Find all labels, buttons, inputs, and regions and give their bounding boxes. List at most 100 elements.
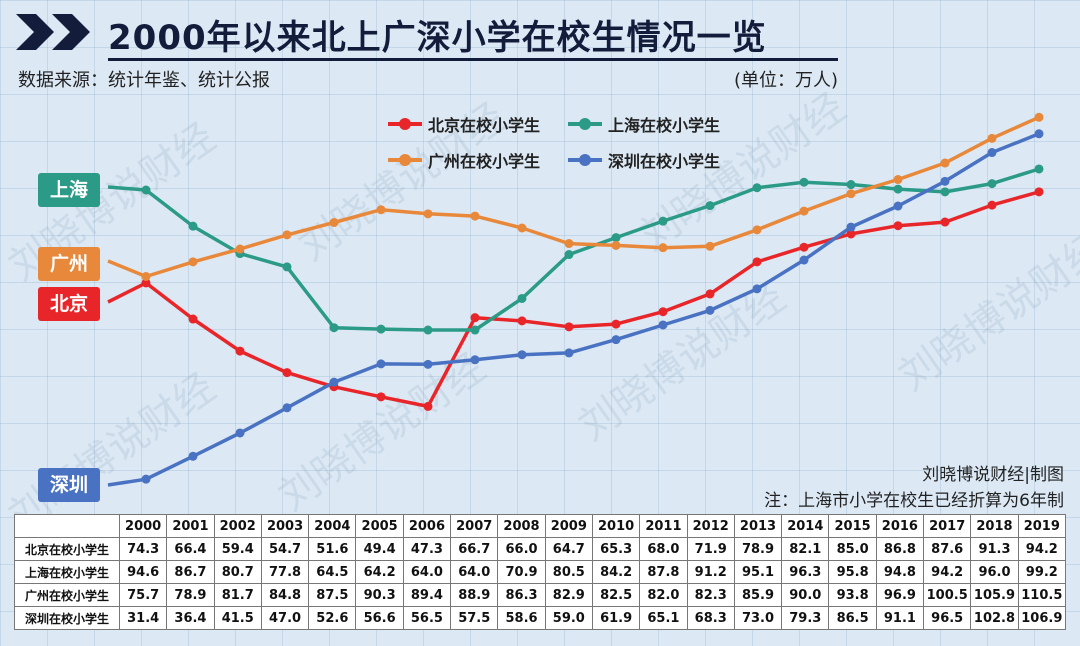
table-cell: 80.7 xyxy=(213,560,262,584)
title-underline xyxy=(108,58,838,61)
table-cell: 61.9 xyxy=(591,606,641,630)
data-point-beijing-2012 xyxy=(705,289,715,299)
data-point-shenzhen-2007 xyxy=(470,355,480,365)
data-point-beijing-2009 xyxy=(564,322,574,332)
table-header-year: 2002 xyxy=(213,514,262,538)
table-cell: 90.3 xyxy=(355,583,404,607)
table-row: 广州在校小学生 75.7 78.9 81.7 84.8 87.5 90.3 89.4 88.9 8… xyxy=(14,583,1067,607)
legend-swatch-shanghai xyxy=(568,118,602,130)
table-cell: 71.9 xyxy=(686,537,735,561)
data-point-guangzhou-2017 xyxy=(940,158,950,168)
data-point-guangzhou-2009 xyxy=(564,239,574,249)
data-point-shanghai-2011 xyxy=(658,216,668,226)
table-cell: 70.9 xyxy=(497,560,546,584)
legend-swatch-guangzhou xyxy=(388,154,422,166)
table-cell: 66.4 xyxy=(166,537,215,561)
data-point-beijing-2016 xyxy=(893,221,903,231)
data-point-guangzhou-2006 xyxy=(423,209,433,219)
table-cell: 51.6 xyxy=(308,537,357,561)
data-point-beijing-2005 xyxy=(376,392,386,402)
table-cell: 88.9 xyxy=(450,583,499,607)
data-point-shenzhen-2008 xyxy=(517,350,527,360)
data-point-guangzhou-2005 xyxy=(376,205,386,215)
data-point-shenzhen-2015 xyxy=(846,222,856,232)
tag-shanghai: 上海 xyxy=(38,173,101,207)
table-header-year: 2003 xyxy=(260,514,310,538)
data-point-beijing-2002 xyxy=(235,346,245,356)
legend-item-shanghai: 上海在校小学生 xyxy=(568,112,738,136)
table-cell: 96.0 xyxy=(970,560,1019,584)
data-point-guangzhou-2004 xyxy=(329,218,339,228)
data-point-beijing-2018 xyxy=(987,200,997,210)
data-point-shanghai-2001 xyxy=(188,221,198,231)
table-header-year: 2005 xyxy=(355,514,404,538)
table-cell: 64.5 xyxy=(308,560,357,584)
table-row-label: 深圳在校小学生 xyxy=(14,606,120,630)
data-point-shenzhen-2004 xyxy=(329,377,339,387)
table-cell: 31.4 xyxy=(118,606,168,630)
data-point-shenzhen-2017 xyxy=(940,176,950,186)
data-point-shanghai-2007 xyxy=(470,325,480,335)
table-cell: 106.9 xyxy=(1017,606,1067,630)
legend-label: 广州在校小学生 xyxy=(428,152,541,171)
table-cell: 49.4 xyxy=(355,537,404,561)
data-point-beijing-2014 xyxy=(799,242,809,252)
data-point-shanghai-2017 xyxy=(940,187,950,197)
credit-text: 刘晓博说财经|制图 xyxy=(922,465,1064,485)
data-point-guangzhou-2002 xyxy=(235,244,245,254)
data-source: 数据来源：统计年鉴、统计公报 xyxy=(18,70,270,91)
footnote: 注：上海市小学在校生已经折算为6年制 xyxy=(764,491,1064,511)
table-cell: 82.9 xyxy=(544,583,593,607)
table-header-year: 2016 xyxy=(875,514,925,538)
table-header-year: 2004 xyxy=(308,514,357,538)
table-cell: 77.8 xyxy=(260,560,310,584)
data-point-shenzhen-2005 xyxy=(376,359,386,369)
table-cell: 94.6 xyxy=(118,560,168,584)
data-point-shanghai-2000 xyxy=(141,185,151,195)
table-cell: 102.8 xyxy=(970,606,1019,630)
table-cell: 52.6 xyxy=(308,606,357,630)
table-cell: 54.7 xyxy=(260,537,310,561)
chart-legend: 北京在校小学生 上海在校小学生 广州在校小学生 深圳在校小学生 xyxy=(388,112,748,172)
table-cell: 94.2 xyxy=(1017,537,1067,561)
table-header-year: 2001 xyxy=(166,514,215,538)
table-cell: 95.8 xyxy=(828,560,877,584)
table-cell: 59.0 xyxy=(544,606,593,630)
table-cell: 86.5 xyxy=(828,606,877,630)
table-header-row: 2000 2001 2002 2003 2004 2005 2006 2007 2008 2009… xyxy=(14,514,1067,538)
table-header-year: 2007 xyxy=(450,514,499,538)
data-point-beijing-2019 xyxy=(1034,187,1044,197)
data-point-shanghai-2012 xyxy=(705,201,715,211)
table-cell: 84.8 xyxy=(260,583,310,607)
data-point-shanghai-2008 xyxy=(517,293,527,303)
table-cell: 64.7 xyxy=(544,537,593,561)
table-cell: 57.5 xyxy=(450,606,499,630)
page-title: 2000年以来北上广深小学在校生情况一览 xyxy=(108,18,767,58)
data-point-shanghai-2019 xyxy=(1034,164,1044,174)
data-point-shanghai-2009 xyxy=(564,250,574,260)
table-cell: 68.0 xyxy=(639,537,688,561)
data-point-shanghai-2003 xyxy=(282,262,292,272)
table-cell: 74.3 xyxy=(118,537,168,561)
table-cell: 64.0 xyxy=(402,560,452,584)
table-cell: 105.9 xyxy=(970,583,1019,607)
table-cell: 82.1 xyxy=(781,537,830,561)
table-cell: 56.6 xyxy=(355,606,404,630)
data-point-guangzhou-2008 xyxy=(517,223,527,233)
tag-beijing: 北京 xyxy=(38,287,101,321)
data-point-beijing-2001 xyxy=(188,314,198,324)
data-point-beijing-2003 xyxy=(282,368,292,378)
table-cell: 78.9 xyxy=(166,583,215,607)
table-cell: 65.1 xyxy=(639,606,688,630)
data-point-shenzhen-2013 xyxy=(752,284,762,294)
table-cell: 94.2 xyxy=(923,560,972,584)
table-header-year: 2015 xyxy=(828,514,877,538)
table-cell: 47.0 xyxy=(260,606,310,630)
table-cell: 99.2 xyxy=(1017,560,1067,584)
table-header-year: 2010 xyxy=(591,514,641,538)
data-point-guangzhou-2000 xyxy=(141,271,151,281)
table-cell: 47.3 xyxy=(402,537,452,561)
data-point-shanghai-2013 xyxy=(752,183,762,193)
table-cell: 56.5 xyxy=(402,606,452,630)
